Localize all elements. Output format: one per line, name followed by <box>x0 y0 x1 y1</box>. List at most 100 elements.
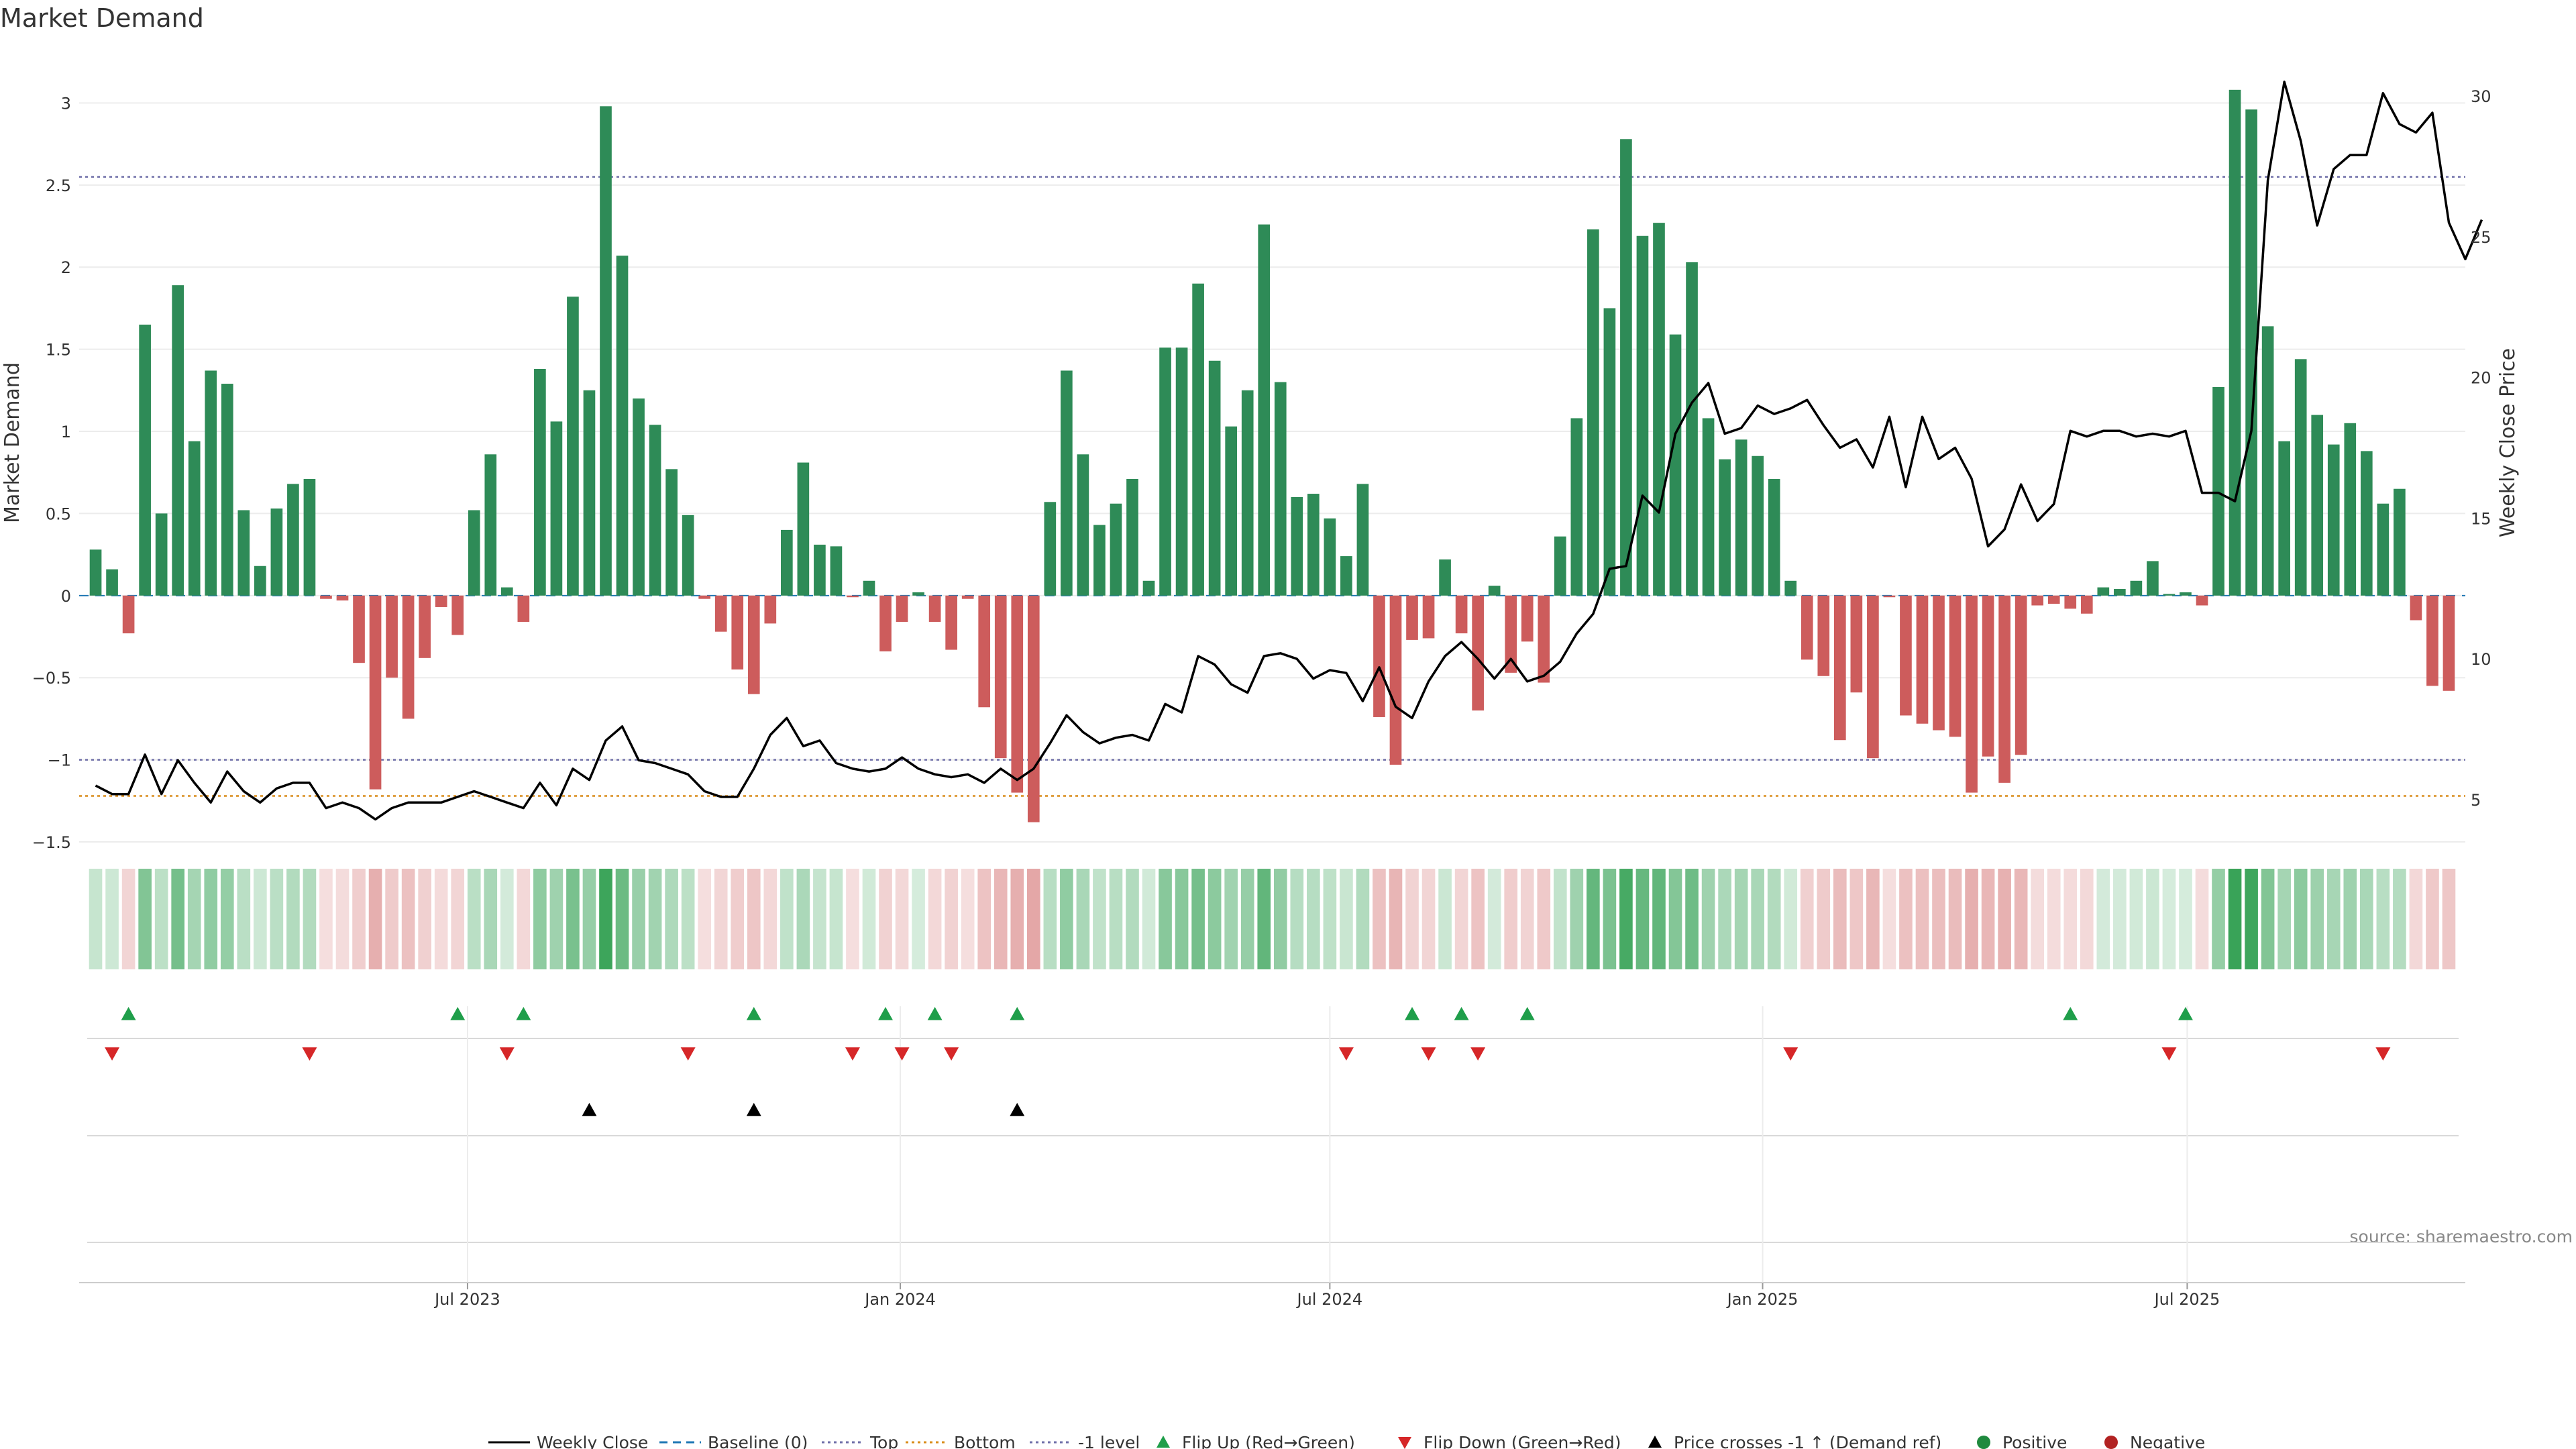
heat-cell <box>961 869 975 969</box>
heat-cell <box>2360 869 2373 969</box>
heat-cell <box>1570 869 1584 969</box>
demand-bar-negative <box>731 595 744 669</box>
y2-tick-label: 15 <box>2471 509 2491 528</box>
heat-cell <box>549 869 564 969</box>
demand-bar-positive <box>468 510 480 596</box>
y-tick-label: 3 <box>61 94 71 113</box>
heat-cell <box>1273 869 1287 969</box>
demand-bar-negative <box>435 595 447 607</box>
demand-bar-negative <box>1422 595 1435 639</box>
heat-cell <box>1619 869 1633 969</box>
demand-bar-positive <box>188 441 201 596</box>
demand-bar-positive <box>797 462 810 596</box>
heat-cell <box>862 869 876 969</box>
legend-label: Price crosses -1 ↑ (Demand ref) <box>1674 1433 1941 1449</box>
heat-cell <box>1340 869 1353 969</box>
heat-cell <box>681 869 695 969</box>
price-cross-marker <box>746 1103 761 1116</box>
demand-bar-negative <box>1406 595 1418 640</box>
heat-cell <box>1817 869 1831 969</box>
y2-tick-label: 5 <box>2471 791 2481 810</box>
flip-down-marker <box>1783 1047 1799 1061</box>
heat-cell <box>1142 869 1156 969</box>
heat-cell <box>1208 869 1222 969</box>
demand-bar-positive <box>1077 454 1089 596</box>
demand-bar-positive <box>254 566 266 596</box>
flip-up-marker <box>878 1007 894 1020</box>
legend-label: Flip Up (Red→Green) <box>1182 1433 1355 1449</box>
heat-cell <box>1537 869 1551 969</box>
demand-bar-positive <box>139 324 151 596</box>
heat-cell <box>665 869 678 969</box>
demand-bar-positive <box>1752 455 1764 596</box>
heat-cell <box>763 869 777 969</box>
heat-cell <box>533 869 547 969</box>
demand-bar-positive <box>1307 494 1320 596</box>
heat-cell <box>1701 869 1715 969</box>
legend-item: Top <box>822 1433 898 1449</box>
heat-cell <box>2343 869 2357 969</box>
demand-bar-negative <box>994 595 1007 759</box>
demand-bar-positive <box>155 513 168 596</box>
demand-bar-negative <box>1027 595 1040 822</box>
demand-heat-strip <box>89 869 2456 969</box>
chart-title: Market Demand <box>0 3 204 33</box>
y2-tick-label: 10 <box>2471 650 2491 669</box>
heat-cell <box>648 869 662 969</box>
demand-bar-positive <box>616 256 629 596</box>
reference-levels <box>79 176 2465 797</box>
demand-bar-negative <box>451 595 464 635</box>
heat-cell <box>1224 869 1238 969</box>
heat-cell <box>2129 869 2143 969</box>
demand-bar-positive <box>649 425 661 596</box>
demand-bar-positive <box>2311 415 2324 596</box>
demand-bar-positive <box>303 479 316 596</box>
demand-bar-positive <box>287 484 299 596</box>
demand-bar-negative <box>879 595 892 652</box>
demand-bar-positive <box>633 398 645 596</box>
legend-label: Top <box>869 1433 898 1449</box>
heat-cell <box>2277 869 2291 969</box>
demand-bar-positive <box>1225 426 1238 596</box>
heat-cell <box>1290 869 1304 969</box>
flip-down-marker <box>2161 1047 2177 1061</box>
demand-bar-negative <box>2196 595 2208 606</box>
demand-bar-negative <box>1817 595 1830 676</box>
heat-cell <box>352 869 366 969</box>
demand-bar-positive <box>106 569 118 596</box>
heat-cell <box>1076 869 1090 969</box>
demand-bar-positive <box>2360 451 2373 596</box>
demand-bar-negative <box>1933 595 1945 731</box>
demand-bar-positive <box>1208 360 1221 596</box>
y-tick-label: 1.5 <box>46 341 71 360</box>
heat-cell <box>2393 869 2406 969</box>
demand-bar-positive <box>912 592 924 596</box>
heat-cell <box>1635 869 1650 969</box>
demand-bar-positive <box>2180 592 2192 596</box>
demand-bar-negative <box>369 595 382 790</box>
demand-bar-positive <box>1142 580 1155 596</box>
demand-bar-positive <box>2261 326 2274 596</box>
heat-cell <box>1866 869 1880 969</box>
heat-cell <box>434 869 448 969</box>
heat-cell <box>319 869 333 969</box>
heat-cell <box>1126 869 1139 969</box>
heat-cell <box>2409 869 2423 969</box>
heat-cell <box>1998 869 2011 969</box>
heat-cell <box>994 869 1008 969</box>
heat-cell <box>1981 869 1995 969</box>
heat-cell <box>977 869 991 969</box>
demand-bar-negative <box>2443 595 2455 691</box>
heat-cell <box>1587 869 1600 969</box>
heat-cell <box>517 869 531 969</box>
demand-bar-positive <box>1735 439 1748 596</box>
heat-cell <box>2113 869 2127 969</box>
flip-down-marker <box>944 1047 959 1061</box>
legend-label: -1 level <box>1078 1433 1140 1449</box>
demand-bar-positive <box>1324 518 1336 596</box>
demand-bar-positive <box>1356 484 1369 596</box>
demand-bar-positive <box>2212 386 2224 596</box>
demand-bar-positive <box>1603 308 1616 596</box>
heat-cell <box>582 869 596 969</box>
x-tick-label: Jul 2024 <box>1296 1290 1363 1309</box>
